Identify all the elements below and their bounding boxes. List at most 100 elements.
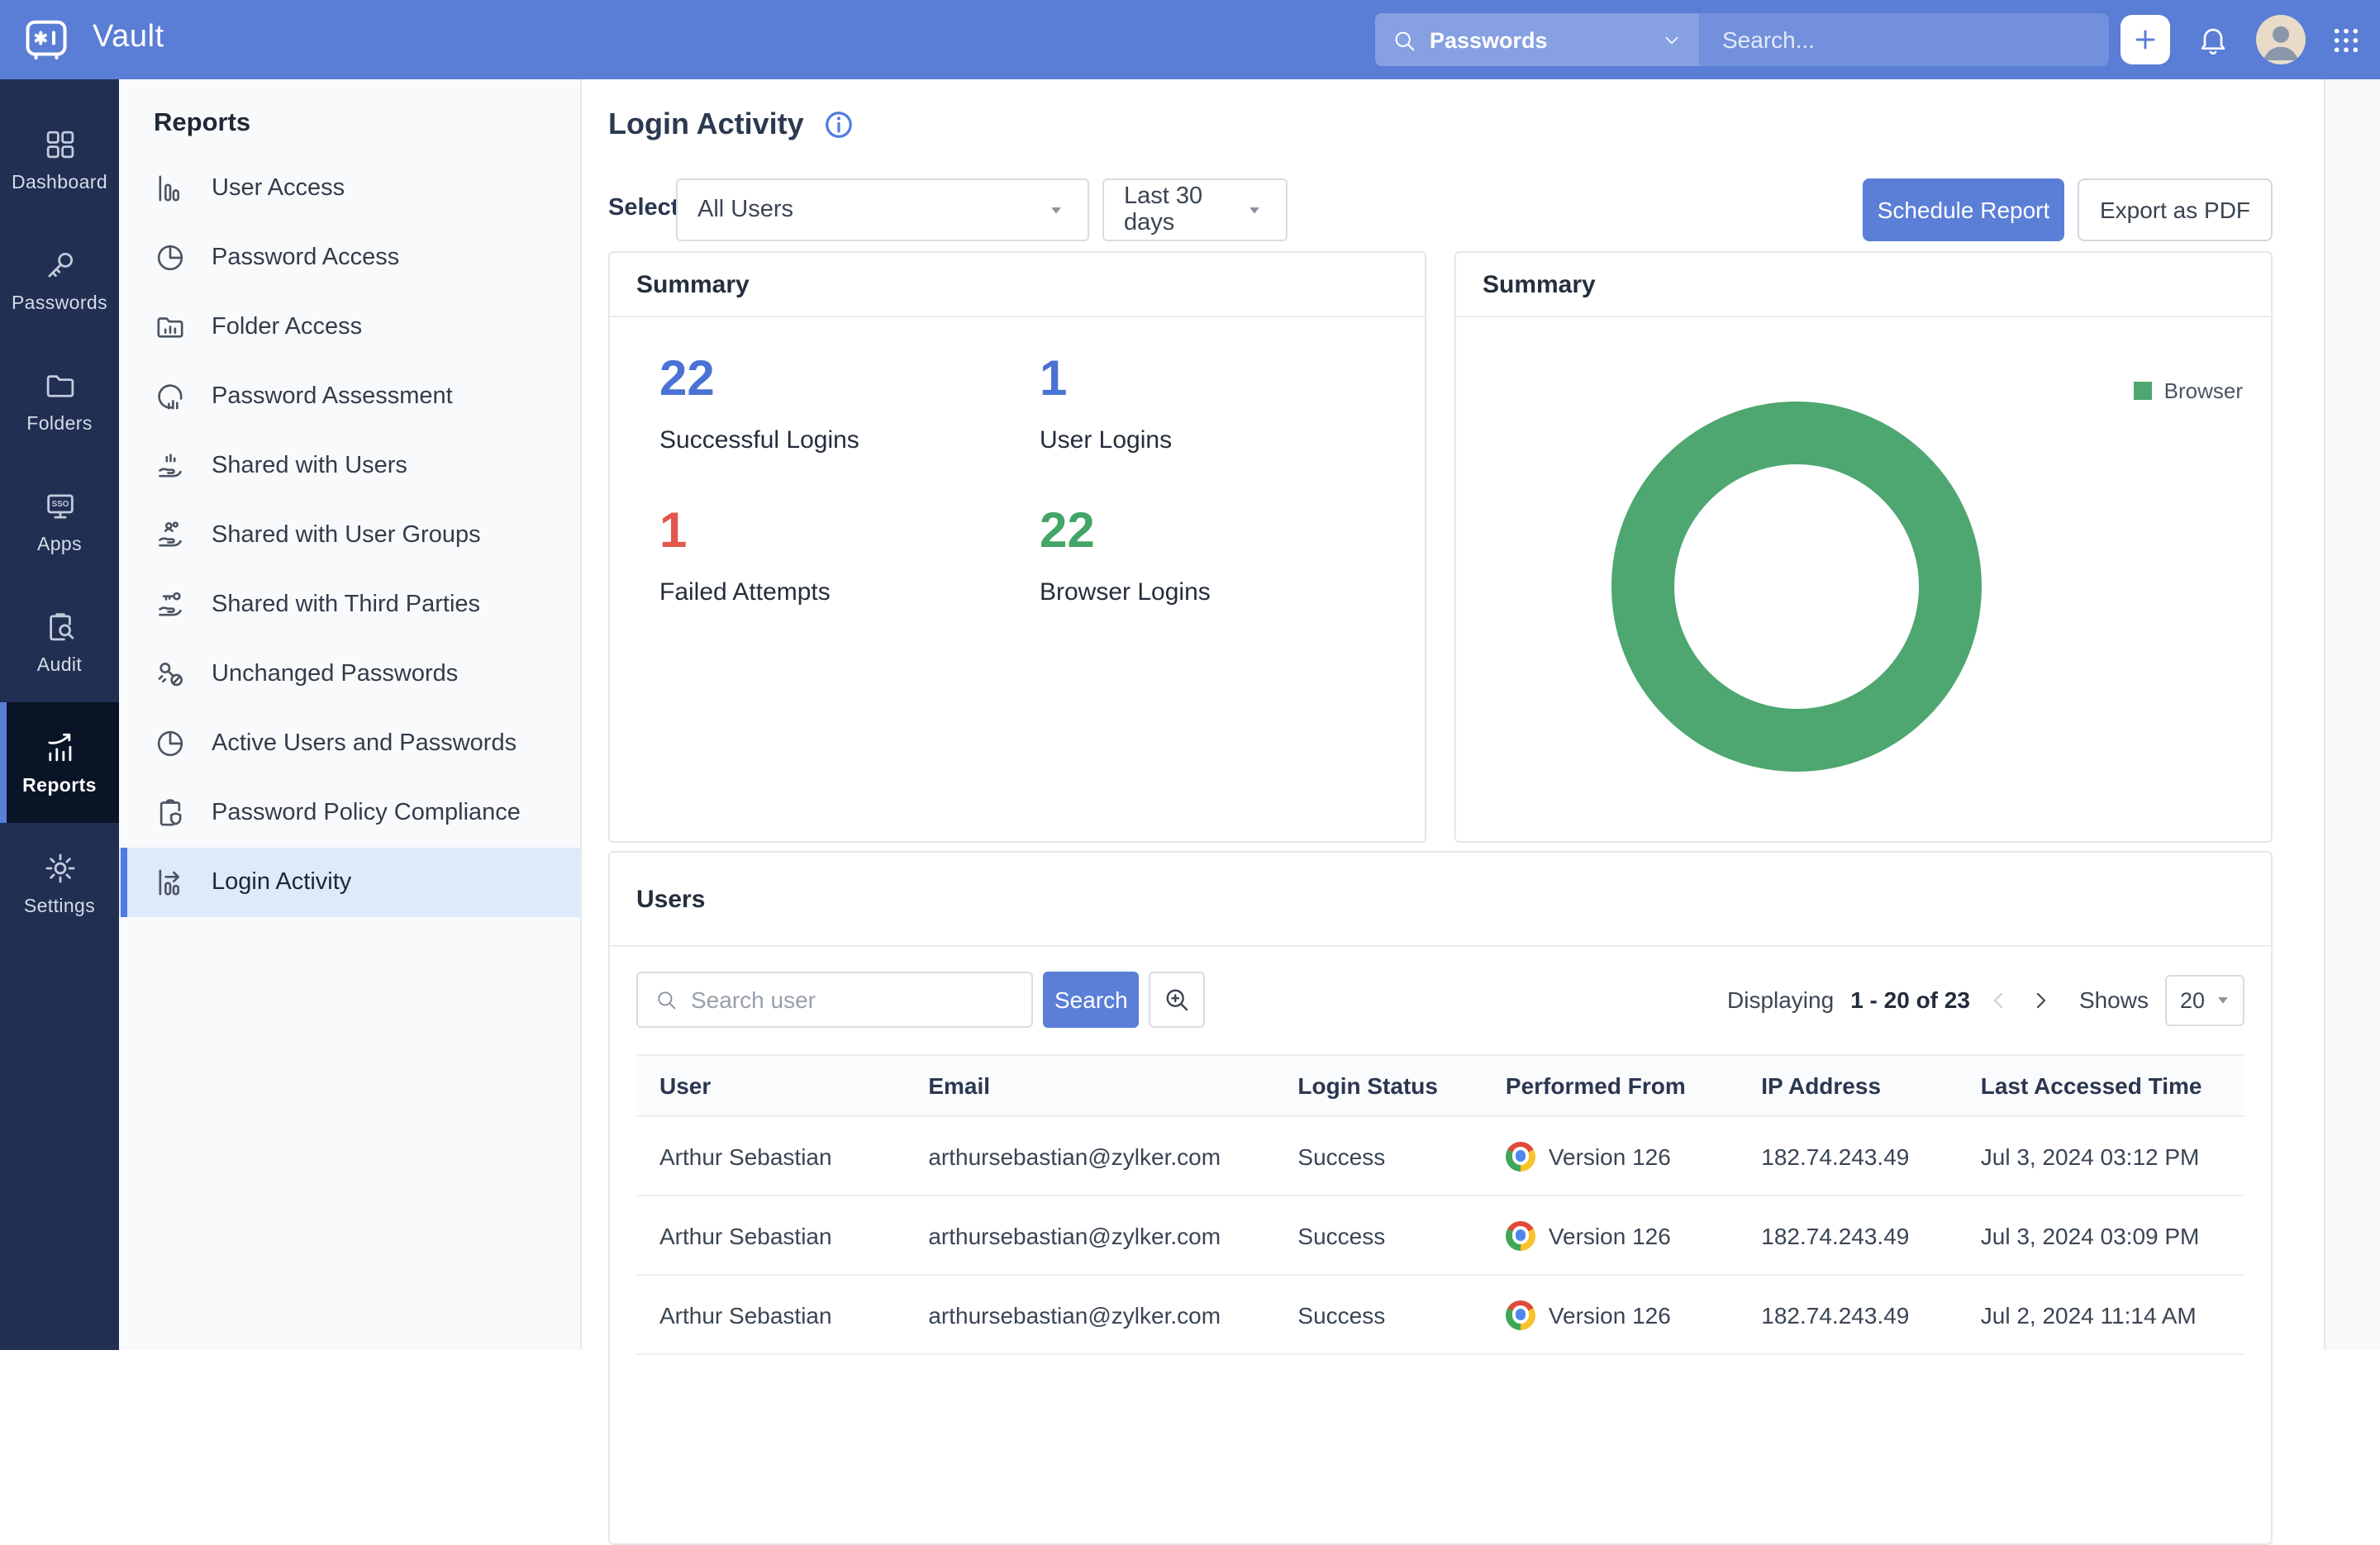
password-access-icon xyxy=(154,241,187,274)
report-item-label: Password Assessment xyxy=(212,383,453,410)
stat: 1 Failed Attempts xyxy=(659,504,1040,606)
app-root: Vault Passwords Search... Dashboard xyxy=(0,0,2380,1350)
page-size-select[interactable]: 20 xyxy=(2165,974,2244,1025)
sidebar-item[interactable]: Folders xyxy=(0,340,119,461)
stat-value: 22 xyxy=(1040,504,1375,560)
cell-performed-from: Version 126 xyxy=(1483,1220,1738,1250)
sidebar-item[interactable]: Dashboard xyxy=(0,99,119,220)
export-pdf-button[interactable]: Export as PDF xyxy=(2078,178,2273,241)
apps-grid-icon[interactable] xyxy=(2332,26,2360,54)
sidebar-item-label: Audit xyxy=(37,655,82,675)
report-item[interactable]: Unchanged Passwords xyxy=(119,639,580,709)
sidebar-item-label: Apps xyxy=(37,535,82,554)
card-title: Summary xyxy=(1456,253,2271,317)
cell-last-accessed: Jul 3, 2024 03:09 PM xyxy=(1958,1222,2244,1248)
rail-icon[interactable] xyxy=(2335,112,2371,149)
caret-down-icon xyxy=(2211,988,2235,1011)
rail-bottom-group xyxy=(2325,990,2380,1324)
folders-icon xyxy=(42,368,77,402)
shared-with-users-icon xyxy=(154,449,187,483)
table-row[interactable]: Arthur Sebastian arthursebastian@zylker.… xyxy=(636,1117,2244,1196)
pagination: Displaying 1 - 20 of 23 Shows 20 xyxy=(1727,972,2244,1028)
sidebar-item[interactable]: Settings xyxy=(0,823,119,944)
passwords-icon xyxy=(42,247,77,282)
chevron-down-icon xyxy=(1661,29,1683,50)
rail-icon[interactable] xyxy=(2335,1213,2371,1249)
report-item-label: Unchanged Passwords xyxy=(212,661,458,687)
report-item[interactable]: User Access xyxy=(119,154,580,223)
report-item-label: Shared with Users xyxy=(212,453,407,479)
active-users-passwords-icon xyxy=(154,727,187,760)
cell-email: arthursebastian@zylker.com xyxy=(905,1222,1274,1248)
search-input[interactable]: Search... xyxy=(1699,13,2109,66)
search-button[interactable]: Search xyxy=(1043,972,1139,1028)
report-item[interactable]: Password Assessment xyxy=(119,362,580,431)
report-item[interactable]: Login Activity xyxy=(119,848,580,917)
user-search-input[interactable]: Search user xyxy=(636,972,1033,1028)
report-item[interactable]: Shared with Users xyxy=(119,431,580,501)
sidebar-item[interactable]: Audit xyxy=(0,582,119,702)
table-header: User Email Login Status Performed From I… xyxy=(636,1054,2244,1117)
cell-email: arthursebastian@zylker.com xyxy=(905,1301,1274,1328)
report-item[interactable]: Shared with User Groups xyxy=(119,501,580,570)
report-item[interactable]: Password Access xyxy=(119,223,580,292)
search-icon xyxy=(654,988,678,1011)
report-item[interactable]: Password Policy Compliance xyxy=(119,778,580,848)
table-row[interactable]: Arthur Sebastian arthursebastian@zylker.… xyxy=(636,1276,2244,1355)
column-header-performed-from[interactable]: Performed From xyxy=(1483,1072,1738,1099)
sidebar-item-label: Settings xyxy=(24,896,95,916)
cell-last-accessed: Jul 2, 2024 11:14 AM xyxy=(1958,1301,2244,1328)
advanced-search-button[interactable] xyxy=(1149,972,1205,1028)
reports-panel: Reports User Access Password Access Fold… xyxy=(119,79,582,1350)
search-scope-label: Passwords xyxy=(1430,27,1548,52)
column-header-email[interactable]: Email xyxy=(905,1072,1274,1099)
date-range-select[interactable]: Last 30 days xyxy=(1102,178,1288,241)
search-scope-dropdown[interactable]: Passwords xyxy=(1375,13,1699,66)
column-header-last-accessed[interactable]: Last Accessed Time xyxy=(1958,1072,2244,1099)
report-item[interactable]: Active Users and Passwords xyxy=(119,709,580,778)
sidebar-item[interactable]: Reports xyxy=(0,702,119,823)
column-header-user[interactable]: User xyxy=(636,1072,905,1099)
user-access-icon xyxy=(154,172,187,205)
column-header-ip-address[interactable]: IP Address xyxy=(1738,1072,1957,1099)
user-filter-select[interactable]: All Users xyxy=(676,178,1089,241)
sidebar-item[interactable]: SSO Apps xyxy=(0,461,119,582)
column-header-login-status[interactable]: Login Status xyxy=(1274,1072,1483,1099)
prev-page-button[interactable] xyxy=(1987,987,2011,1012)
summary-chart-card: Summary Browser xyxy=(1454,251,2273,843)
schedule-report-button[interactable]: Schedule Report xyxy=(1863,178,2064,241)
summary-stats-card: Summary 22 Successful Logins 1 User Logi… xyxy=(608,251,1426,843)
rail-icon[interactable] xyxy=(2335,1064,2371,1101)
displaying-range: 1 - 20 of 23 xyxy=(1850,986,1970,1013)
vault-logo-icon xyxy=(21,15,71,64)
next-page-button[interactable] xyxy=(2028,987,2053,1012)
rail-icon[interactable] xyxy=(2335,1287,2371,1324)
report-item[interactable]: Shared with Third Parties xyxy=(119,570,580,639)
rail-icon[interactable] xyxy=(2335,258,2371,294)
rail-icon[interactable] xyxy=(2335,990,2371,1026)
shows-label: Shows xyxy=(2079,986,2149,1013)
rail-icon[interactable] xyxy=(2335,185,2371,221)
legend-label: Browser xyxy=(2164,378,2243,403)
table-row[interactable]: Arthur Sebastian arthursebastian@zylker.… xyxy=(636,1196,2244,1276)
report-item[interactable]: Folder Access xyxy=(119,292,580,362)
page-title: Login Activity xyxy=(608,107,804,142)
stat: 22 Successful Logins xyxy=(659,352,1040,454)
rail-icon[interactable] xyxy=(2335,1139,2371,1175)
page-size-value: 20 xyxy=(2180,987,2205,1012)
search-placeholder: Search... xyxy=(1722,26,1815,53)
primary-sidebar: Dashboard Passwords Folders SSO Apps Aud… xyxy=(0,79,119,1350)
chart-legend: Browser xyxy=(2135,378,2243,403)
info-icon[interactable] xyxy=(824,109,855,140)
notifications-bell-icon[interactable] xyxy=(2197,23,2230,56)
cell-last-accessed: Jul 3, 2024 03:12 PM xyxy=(1958,1143,2244,1169)
person-silhouette-icon xyxy=(2256,15,2306,64)
panel-title: Reports xyxy=(154,109,250,139)
add-button[interactable] xyxy=(2121,15,2170,64)
stat-label: Browser Logins xyxy=(1040,578,1375,606)
avatar[interactable] xyxy=(2256,15,2306,64)
report-item-label: User Access xyxy=(212,175,345,202)
stat: 1 User Logins xyxy=(1040,352,1375,454)
sidebar-item[interactable]: Passwords xyxy=(0,220,119,340)
user-search-placeholder: Search user xyxy=(691,986,816,1013)
